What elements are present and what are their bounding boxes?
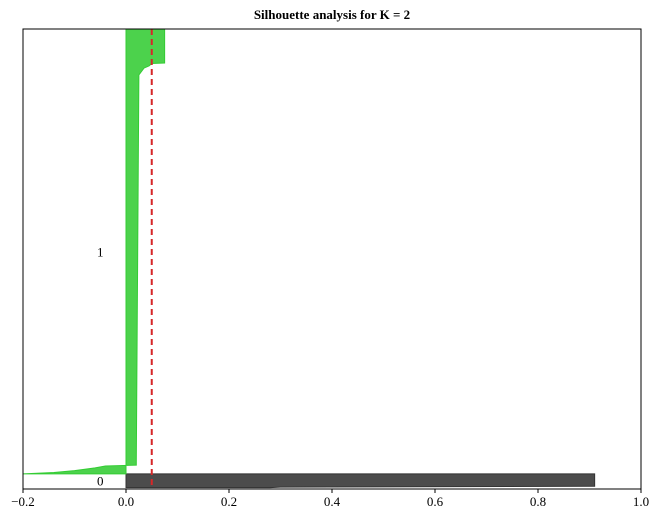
x-axis: 0 1 −0.2 0.0 0.2 0.4 0.6 0.8 1.0 (11, 28, 649, 509)
x-tick-label: 0.0 (118, 494, 134, 509)
cluster-label-0: 0 (97, 474, 104, 489)
plot-area (23, 29, 596, 489)
x-tick-label: 0.4 (324, 494, 341, 509)
silhouette-cluster-1 (23, 29, 166, 475)
x-tick-label: −0.2 (11, 494, 35, 509)
x-tick-label: 0.6 (427, 494, 444, 509)
x-tick-label: 1.0 (633, 494, 649, 509)
cluster-label-1: 1 (97, 244, 104, 259)
chart-title: Silhouette analysis for K = 2 (254, 7, 410, 22)
silhouette-cluster-0 (125, 473, 596, 489)
x-tick-label: 0.8 (530, 494, 546, 509)
x-tick-label: 0.2 (221, 494, 237, 509)
plot-frame (22, 28, 642, 490)
